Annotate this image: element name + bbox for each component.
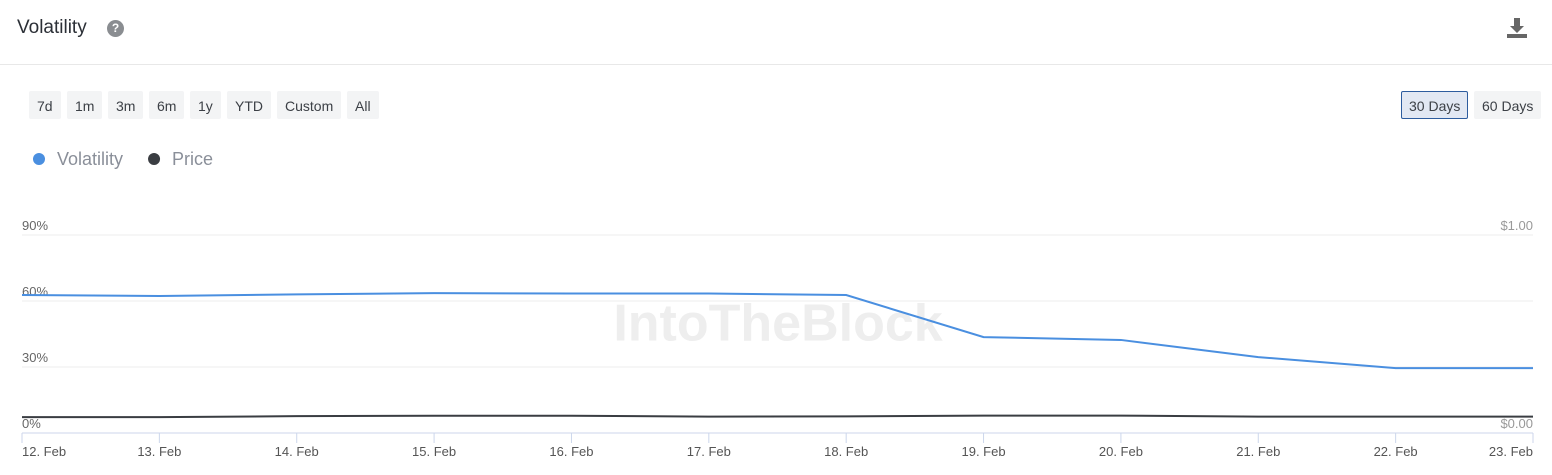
- legend-label[interactable]: Price: [172, 149, 213, 169]
- data-line: [21, 292, 1533, 370]
- legend-marker: [33, 153, 45, 165]
- range-button[interactable]: 3m: [108, 91, 144, 119]
- x-tick-label: 19. Feb: [961, 444, 1005, 459]
- range-button[interactable]: 6m: [149, 91, 185, 119]
- y-tick-label: 30%: [22, 350, 48, 365]
- x-tick-label: 12. Feb: [22, 444, 66, 459]
- x-tick-label: 23. Feb: [1489, 444, 1533, 459]
- y-tick-label: 0%: [22, 416, 41, 431]
- x-tick-label: 14. Feb: [275, 444, 319, 459]
- legend-marker: [148, 153, 161, 165]
- x-tick-label: 15. Feb: [412, 444, 456, 459]
- legend-label[interactable]: Volatility: [57, 149, 123, 169]
- x-tick-label: 22. Feb: [1374, 444, 1418, 459]
- range-button[interactable]: 60 Days: [1474, 91, 1542, 119]
- range-button[interactable]: YTD: [227, 91, 271, 119]
- download-icon[interactable]: [1506, 17, 1528, 39]
- range-button[interactable]: 1m: [67, 91, 103, 119]
- x-tick-label: 18. Feb: [824, 444, 868, 459]
- help-icon[interactable]: ?: [107, 20, 124, 37]
- header: Volatility ?: [0, 0, 1552, 65]
- x-tick-label: 13. Feb: [137, 444, 181, 459]
- range-button[interactable]: Custom: [277, 91, 342, 119]
- range-button[interactable]: 1y: [190, 91, 221, 119]
- x-tick-label: 21. Feb: [1236, 444, 1280, 459]
- y2-tick-label: $0.00: [1500, 416, 1533, 431]
- range-button[interactable]: 7d: [29, 91, 61, 119]
- y2-tick-label: $1.00: [1500, 218, 1533, 233]
- watermark: IntoTheBlock: [613, 295, 942, 353]
- range-button[interactable]: 30 Days: [1401, 91, 1469, 119]
- x-tick-label: 16. Feb: [549, 444, 593, 459]
- x-tick-label: 20. Feb: [1099, 444, 1143, 459]
- y-tick-label: 60%: [22, 284, 48, 299]
- y-tick-label: 90%: [22, 218, 48, 233]
- data-line: [22, 414, 1533, 419]
- range-button[interactable]: All: [347, 91, 379, 119]
- title: Volatility: [17, 17, 87, 38]
- x-tick-label: 17. Feb: [687, 444, 731, 459]
